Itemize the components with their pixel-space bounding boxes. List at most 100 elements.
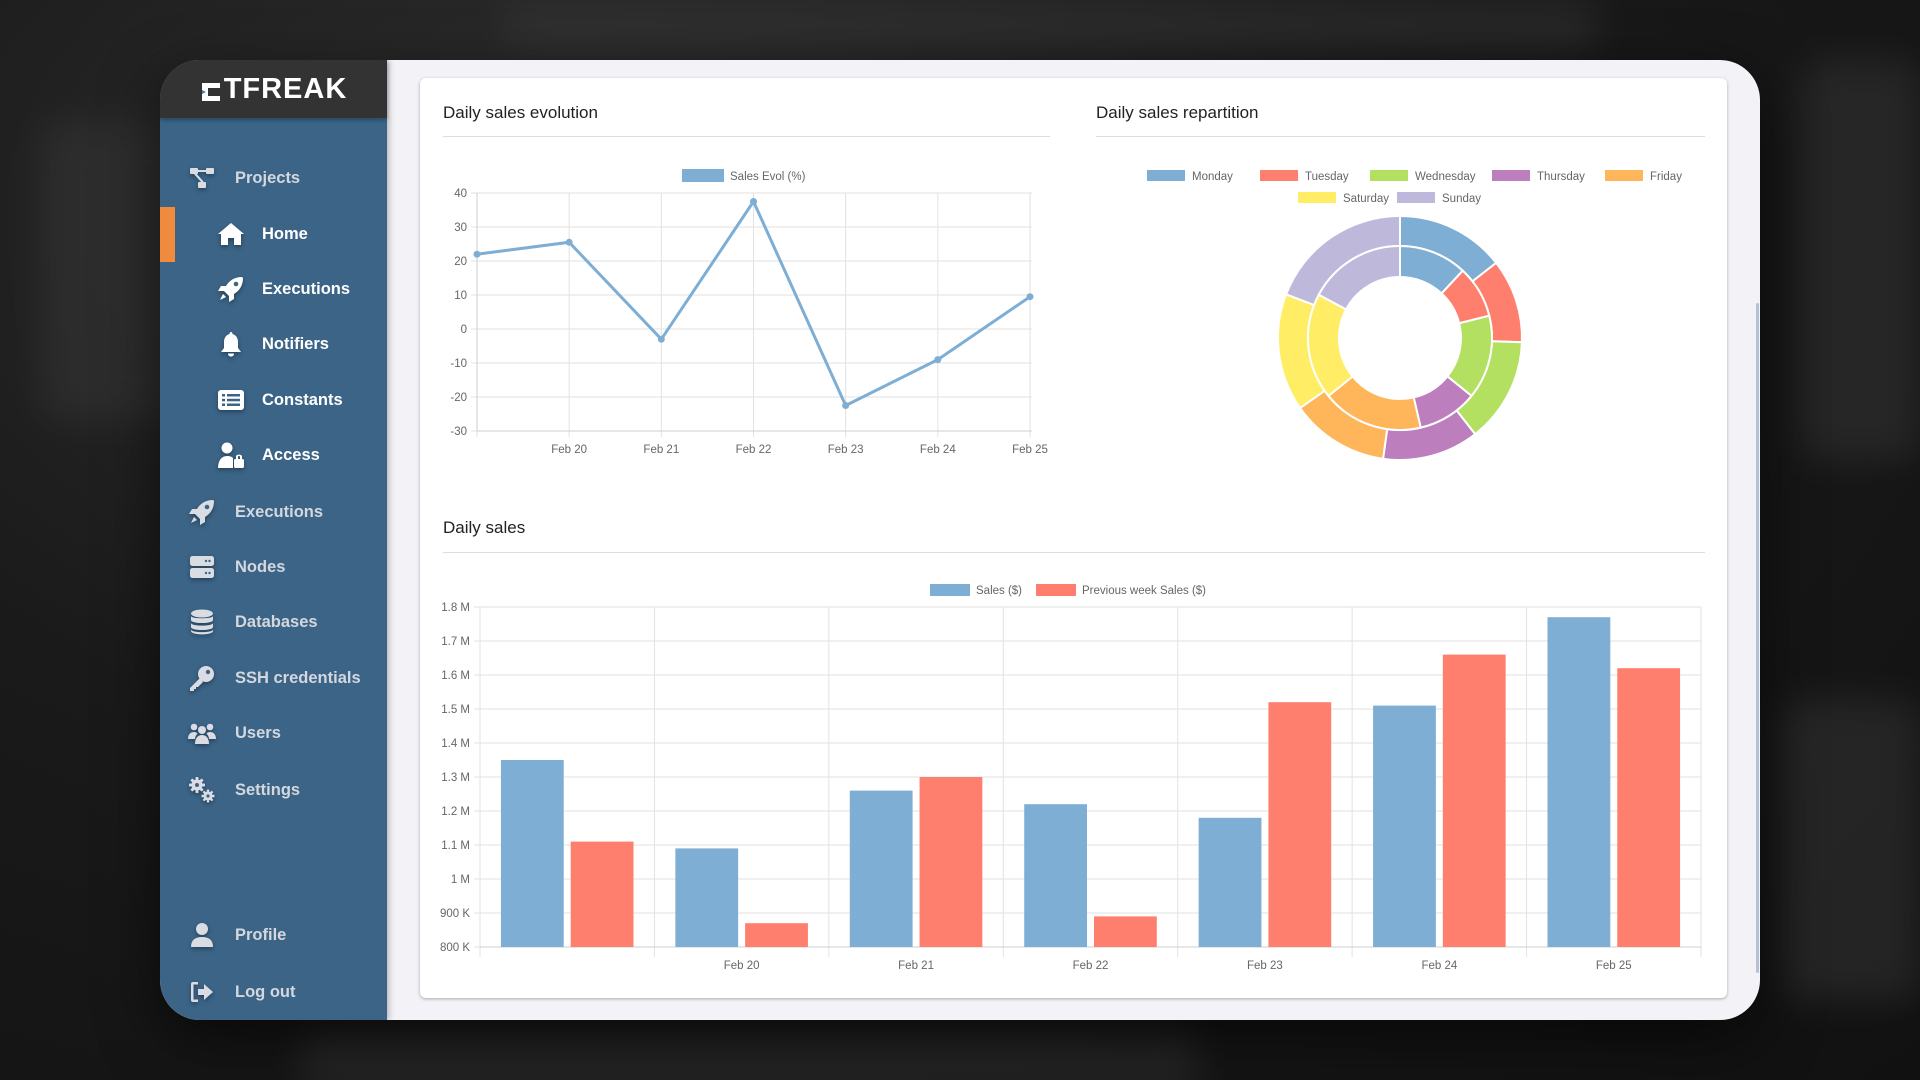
sidebar-item-nodes[interactable]: Nodes xyxy=(160,547,387,587)
donut-segment-sunday[interactable] xyxy=(1317,244,1401,311)
rocket-icon xyxy=(187,497,217,527)
data-point[interactable] xyxy=(473,250,481,258)
svg-text:Thursday: Thursday xyxy=(1537,171,1585,183)
bar[interactable] xyxy=(500,760,564,947)
bar[interactable] xyxy=(919,777,983,947)
server-icon xyxy=(187,552,217,582)
sidebar-item-settings[interactable]: Settings xyxy=(160,770,387,810)
sidebar-item-profile[interactable]: Profile xyxy=(160,915,387,955)
section-divider xyxy=(443,136,1050,137)
sidebar-item-ssh-credentials[interactable]: SSH credentials xyxy=(160,658,387,698)
dashboard-card: Daily sales evolution Daily sales repart… xyxy=(420,78,1727,998)
sign-out-icon xyxy=(187,977,217,1007)
sales-repartition-doughnut-chart: Monday Tuesday Wednesday Thursday Friday Satu… xyxy=(1147,170,1682,461)
key-icon xyxy=(187,663,217,693)
logo[interactable]: TFREAK xyxy=(200,73,348,106)
bar[interactable] xyxy=(849,790,913,947)
cogs-icon xyxy=(187,775,217,805)
sidebar-item-project-executions[interactable]: Executions xyxy=(160,269,387,309)
sidebar-item-label: Log out xyxy=(235,982,296,1001)
svg-text:Feb 21: Feb 21 xyxy=(898,960,934,972)
svg-text:1.5 M: 1.5 M xyxy=(441,704,470,716)
sidebar-item-executions[interactable]: Executions xyxy=(160,492,387,532)
sidebar-item-projects[interactable]: Projects xyxy=(160,158,387,198)
section-title-daily-sales: Daily sales xyxy=(443,518,526,537)
data-point[interactable] xyxy=(750,198,757,205)
sidebar: TFREAK Projects Home Executions xyxy=(160,60,387,1020)
sidebar-item-label: Settings xyxy=(235,780,301,799)
svg-text:1.3 M: 1.3 M xyxy=(441,772,470,784)
sidebar-item-databases[interactable]: Databases xyxy=(160,602,387,642)
svg-text:Friday: Friday xyxy=(1650,171,1682,183)
svg-text:Feb 21: Feb 21 xyxy=(643,444,679,456)
svg-text:Feb 23: Feb 23 xyxy=(1247,960,1283,972)
svg-text:1.8 M: 1.8 M xyxy=(441,602,470,614)
line-legend[interactable]: Sales Evol (%) xyxy=(682,169,806,183)
bar[interactable] xyxy=(1547,617,1611,947)
rocket-icon xyxy=(216,274,246,304)
svg-text:-20: -20 xyxy=(450,392,467,404)
sidebar-item-logout[interactable]: Log out xyxy=(160,972,387,1012)
bar[interactable] xyxy=(1198,817,1262,947)
svg-text:1 M: 1 M xyxy=(451,874,470,886)
bar[interactable] xyxy=(1373,705,1436,947)
sidebar-item-users[interactable]: Users xyxy=(160,713,387,753)
sidebar-item-label: Access xyxy=(262,445,320,464)
sidebar-item-notifiers[interactable]: Notifiers xyxy=(160,324,387,364)
svg-text:40: 40 xyxy=(454,188,467,200)
data-point[interactable] xyxy=(565,238,573,246)
bar[interactable] xyxy=(1617,668,1681,947)
svg-text:Feb 22: Feb 22 xyxy=(1073,960,1109,972)
sidebar-item-label: Executions xyxy=(235,502,324,521)
data-point[interactable] xyxy=(934,356,942,364)
sidebar-item-home[interactable]: Home xyxy=(160,214,387,254)
daily-sales-bar-chart: Sales ($) Previous week Sales ($) 1.8 M 1.7… xyxy=(440,584,1702,972)
donut-outer-ring xyxy=(1277,214,1523,461)
data-point[interactable] xyxy=(657,335,665,343)
sidebar-item-label: Users xyxy=(235,723,281,742)
sidebar-item-label: Constants xyxy=(262,390,343,409)
bar[interactable] xyxy=(570,841,634,947)
data-point[interactable] xyxy=(1026,293,1034,301)
bar[interactable] xyxy=(1093,916,1157,947)
bar[interactable] xyxy=(675,848,739,947)
sidebar-item-label: Databases xyxy=(235,612,318,631)
donut-legend[interactable]: Monday Tuesday Wednesday Thursday Friday Satu… xyxy=(1147,170,1682,205)
sales-evolution-line-chart: Sales Evol (%) 40 30 20 10 0 -10 -20 -30 Feb 20 Fe… xyxy=(450,169,1048,456)
user-icon xyxy=(187,920,217,950)
donut-inner-ring xyxy=(1307,244,1493,431)
svg-text:800 K: 800 K xyxy=(440,942,470,954)
section-title-repartition: Daily sales repartition xyxy=(1096,103,1259,122)
svg-text:Feb 24: Feb 24 xyxy=(1421,960,1457,972)
svg-text:1.6 M: 1.6 M xyxy=(441,670,470,682)
sidebar-item-label: Profile xyxy=(235,925,287,944)
svg-text:Tuesday: Tuesday xyxy=(1305,171,1349,183)
bar[interactable] xyxy=(1442,654,1506,947)
svg-text:Monday: Monday xyxy=(1192,171,1233,183)
svg-text:900 K: 900 K xyxy=(440,908,470,920)
data-point[interactable] xyxy=(842,402,850,409)
sidebar-item-constants[interactable]: Constants xyxy=(160,380,387,420)
svg-text:Saturday: Saturday xyxy=(1343,193,1389,205)
sidebar-item-label: Projects xyxy=(235,168,301,187)
svg-text:-10: -10 xyxy=(450,358,467,370)
svg-text:Sales Evol (%): Sales Evol (%) xyxy=(730,171,806,183)
main-scrollbar[interactable] xyxy=(1756,303,1759,973)
svg-text:Previous week Sales ($): Previous week Sales ($) xyxy=(1082,585,1206,597)
bar[interactable] xyxy=(745,923,808,947)
bar[interactable] xyxy=(1268,702,1332,947)
svg-text:Sales ($): Sales ($) xyxy=(976,585,1022,597)
svg-text:10: 10 xyxy=(454,290,467,302)
sidebar-item-label: Notifiers xyxy=(262,334,329,353)
svg-text:1.7 M: 1.7 M xyxy=(441,636,470,648)
sidebar-item-access[interactable]: Access xyxy=(160,435,387,475)
svg-text:30: 30 xyxy=(454,222,467,234)
svg-text:-30: -30 xyxy=(450,426,467,438)
bell-icon xyxy=(216,329,246,359)
svg-text:Wednesday: Wednesday xyxy=(1415,171,1476,183)
bar-legend[interactable]: Sales ($) Previous week Sales ($) xyxy=(930,584,1206,597)
bar[interactable] xyxy=(1024,804,1088,947)
svg-text:Feb 20: Feb 20 xyxy=(551,444,587,456)
active-indicator xyxy=(160,207,175,262)
svg-text:1.4 M: 1.4 M xyxy=(441,738,470,750)
